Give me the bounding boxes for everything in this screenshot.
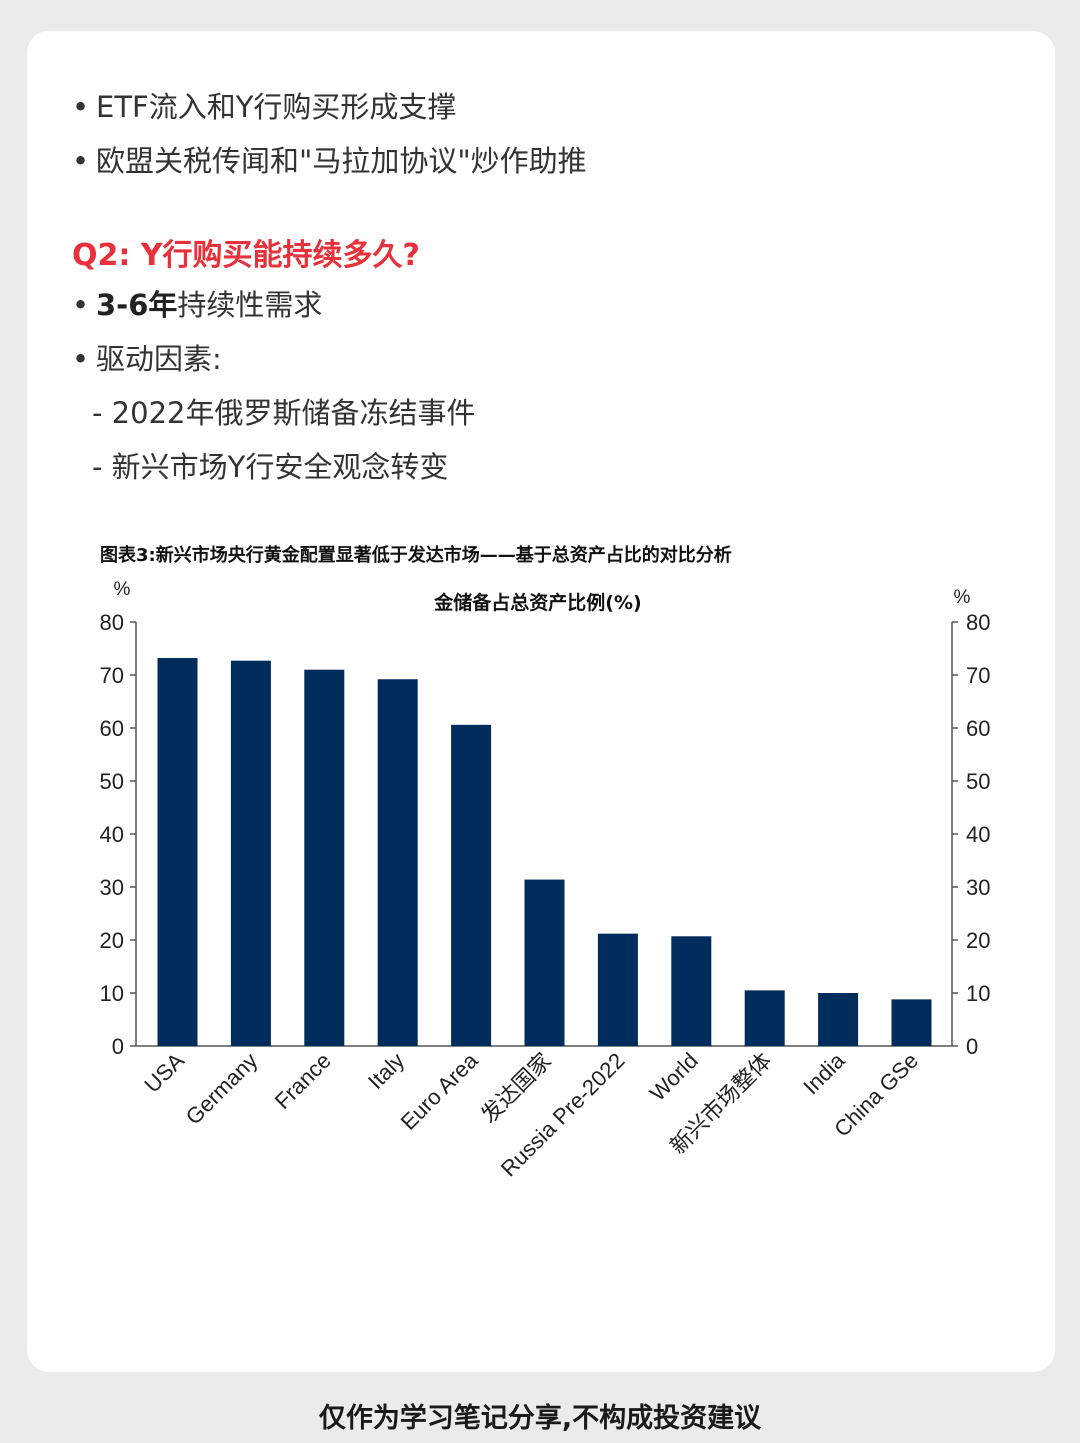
bullet-dot: • [72, 144, 90, 178]
x-tick-label: World [645, 1048, 703, 1106]
y-tick-label-left: 30 [100, 875, 124, 900]
bullet-list-top: • ETF流入和Y行购买形成支撑 • 欧盟关税传闻和"马拉加协议"炒作助推 [72, 86, 972, 194]
y-tick-label-right: 50 [966, 769, 990, 794]
x-tick-label: Germany [181, 1048, 263, 1130]
y-tick-label-right: 30 [966, 875, 990, 900]
bar [891, 999, 932, 1046]
y-tick-label-left: 50 [100, 769, 124, 794]
sub-item: - 新兴市场Y行安全观念转变 [92, 450, 449, 484]
y-tick-label-right: 40 [966, 822, 990, 847]
bullet-dot: • [72, 90, 90, 124]
x-tick-label: USA [139, 1048, 189, 1098]
y-tick-label-right: 70 [966, 663, 990, 688]
disclaimer-footer: 仅作为学习笔记分享,不构成投资建议 [318, 1403, 762, 1434]
q2-bullet-list: • 3-6年持续性需求 • 驱动因素: - 2022年俄罗斯储备冻结事件 - 新兴市… [72, 284, 972, 500]
y-tick-label-right: 0 [966, 1034, 978, 1059]
bar [744, 990, 785, 1046]
bar [304, 669, 345, 1046]
y-tick-label-left: 0 [112, 1034, 124, 1059]
sub-item: - 2022年俄罗斯储备冻结事件 [92, 396, 476, 430]
y-tick-label-right: 10 [966, 981, 990, 1006]
y-tick-label-left: 70 [100, 663, 124, 688]
bar [230, 660, 271, 1046]
y-tick-label-left: 60 [100, 716, 124, 741]
q2-heading: Q2: Y行购买能持续多久? [72, 238, 420, 273]
y-tick-label-right: 80 [966, 610, 990, 635]
y-tick-label-left: 10 [100, 981, 124, 1006]
bar [451, 724, 492, 1046]
bar [818, 993, 859, 1046]
x-tick-label: Italy [363, 1048, 409, 1094]
bullet-item: • 3-6年持续性需求 [72, 284, 972, 338]
bullet-dot: • [72, 288, 90, 322]
bullet-dot: • [72, 342, 90, 376]
y-unit-right: % [954, 587, 971, 608]
bar [157, 658, 198, 1046]
bar [524, 879, 565, 1046]
bullet-item: • 欧盟关税传闻和"马拉加协议"炒作助推 [72, 140, 972, 194]
x-tick-label: India [798, 1047, 850, 1099]
chart-title: 图表3:新兴市场央行黄金配置显著低于发达市场——基于总资产占比的对比分析 [100, 545, 732, 566]
y-tick-label-left: 40 [100, 822, 124, 847]
y-tick-label-left: 20 [100, 928, 124, 953]
bar [671, 936, 712, 1046]
x-tick-label: Euro Area [396, 1047, 483, 1134]
bullet-item: • 驱动因素: [72, 338, 972, 392]
bar [377, 679, 418, 1046]
bar [597, 933, 638, 1046]
y-tick-label-right: 60 [966, 716, 990, 741]
bullet-item: • ETF流入和Y行购买形成支撑 [72, 86, 972, 140]
chart-subtitle: 金储备占总资产比例(%) [433, 591, 641, 614]
y-unit-left: % [114, 579, 131, 600]
y-tick-label-left: 80 [100, 610, 124, 635]
bullet-strong: 3-6年 [96, 288, 178, 322]
content-card [27, 31, 1055, 1372]
y-tick-label-right: 20 [966, 928, 990, 953]
x-tick-label: Russia Pre-2022 [496, 1048, 630, 1182]
x-tick-label: France [270, 1048, 336, 1114]
